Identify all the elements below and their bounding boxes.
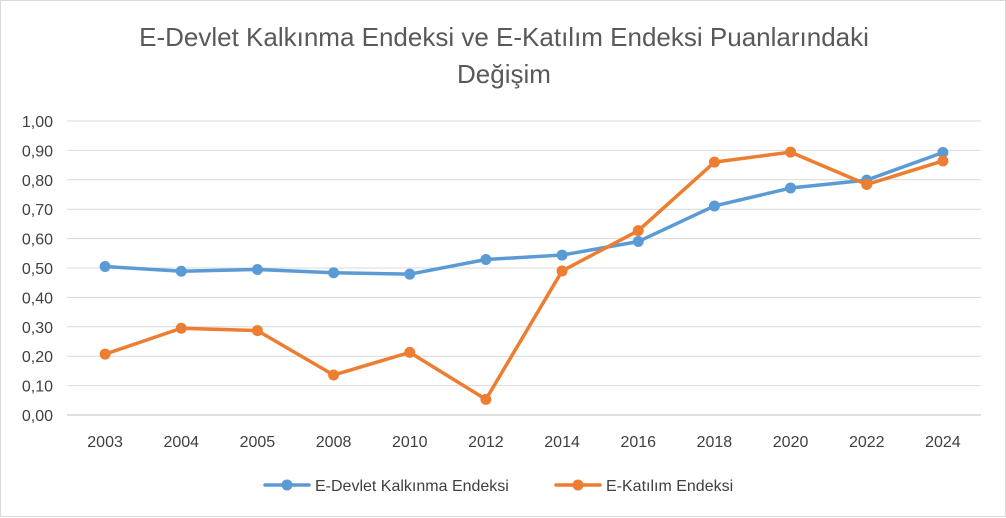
- series-1: [99, 146, 949, 280]
- data-point: [480, 253, 492, 265]
- x-tick-label: 2003: [87, 434, 123, 451]
- data-point: [785, 182, 797, 194]
- legend-item: E-Devlet Kalkınma Endeksi: [263, 478, 509, 495]
- x-axis-ticks: 2003 2004 2005 2008 2010 2012 2014 2016 2018 2020…: [87, 434, 961, 451]
- data-point: [632, 236, 644, 248]
- data-point: [632, 225, 644, 237]
- data-point: [328, 369, 340, 381]
- y-tick-label: 0,90: [22, 143, 53, 160]
- y-axis-ticks: 0,00 0,10 0,20 0,30 0,40 0,50 0,60 0,70 0,80 0,90…: [22, 114, 53, 425]
- y-tick-label: 0,70: [22, 202, 53, 219]
- data-point: [404, 346, 416, 358]
- data-point: [328, 267, 340, 279]
- x-tick-label: 2005: [240, 434, 276, 451]
- legend: E-Devlet Kalkınma Endeksi E-Katılım Endek…: [263, 478, 733, 495]
- y-tick-label: 0,60: [22, 232, 53, 249]
- legend-item: E-Katılım Endeksi: [554, 478, 733, 495]
- legend-label: E-Katılım Endeksi: [606, 478, 733, 495]
- data-point: [480, 393, 492, 405]
- y-tick-label: 0,30: [22, 320, 53, 337]
- y-tick-label: 0,40: [22, 290, 53, 307]
- y-tick-label: 0,00: [22, 408, 53, 425]
- series-lines: [99, 146, 949, 405]
- legend-label: E-Devlet Kalkınma Endeksi: [315, 478, 509, 495]
- x-tick-label: 2022: [849, 434, 885, 451]
- x-tick-label: 2018: [697, 434, 733, 451]
- data-point: [785, 146, 797, 158]
- legend-swatch-marker: [281, 479, 293, 491]
- data-point: [861, 179, 873, 191]
- data-point: [251, 325, 263, 337]
- y-tick-label: 0,20: [22, 349, 53, 366]
- x-tick-label: 2012: [468, 434, 504, 451]
- x-tick-label: 2004: [163, 434, 199, 451]
- data-point: [175, 265, 187, 277]
- x-tick-label: 2024: [925, 434, 961, 451]
- x-tick-label: 2020: [773, 434, 809, 451]
- data-point: [556, 249, 568, 261]
- data-point: [708, 200, 720, 212]
- y-tick-label: 0,50: [22, 261, 53, 278]
- series-line: [103, 150, 945, 276]
- series-2: [99, 146, 949, 405]
- data-point: [708, 156, 720, 168]
- chart-title-line-1: E-Devlet Kalkınma Endeksi ve E-Katılım E…: [139, 22, 869, 52]
- y-tick-label: 0,10: [22, 379, 53, 396]
- x-tick-label: 2010: [392, 434, 428, 451]
- data-point: [404, 268, 416, 280]
- legend-swatch-marker: [572, 479, 584, 491]
- x-tick-label: 2016: [620, 434, 656, 451]
- data-point: [937, 146, 949, 158]
- data-point: [99, 348, 111, 360]
- series-line: [103, 150, 945, 402]
- x-tick-label: 2014: [544, 434, 580, 451]
- data-point: [175, 322, 187, 334]
- chart-title-line-2: Değişim: [457, 59, 551, 89]
- y-tick-label: 0,80: [22, 173, 53, 190]
- data-point: [556, 265, 568, 277]
- x-tick-label: 2008: [316, 434, 352, 451]
- data-point: [251, 263, 263, 275]
- data-point: [937, 155, 949, 167]
- y-tick-label: 1,00: [22, 114, 53, 131]
- data-point: [99, 261, 111, 273]
- gridlines: [67, 120, 981, 416]
